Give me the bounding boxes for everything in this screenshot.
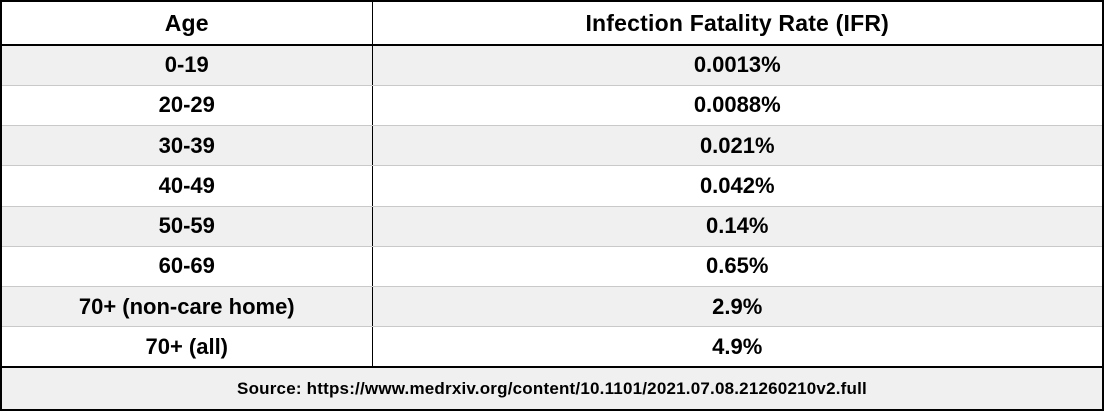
- column-header-ifr: Infection Fatality Rate (IFR): [372, 1, 1103, 46]
- age-cell: 60-69: [1, 246, 373, 288]
- table-header-row: Age Infection Fatality Rate (IFR): [1, 1, 1103, 46]
- table-footer-row: Source: https://www.medrxiv.org/content/…: [1, 366, 1103, 410]
- age-cell: 70+ (non-care home): [1, 286, 373, 328]
- ifr-cell: 4.9%: [372, 326, 1103, 367]
- age-cell: 40-49: [1, 165, 373, 207]
- ifr-cell: 0.65%: [372, 246, 1103, 288]
- age-cell: 70+ (all): [1, 326, 373, 367]
- table-row: 70+ (all) 4.9%: [1, 326, 1103, 367]
- source-note: Source: https://www.medrxiv.org/content/…: [1, 366, 1103, 410]
- table-row: 40-49 0.042%: [1, 165, 1103, 207]
- table-row: 30-39 0.021%: [1, 125, 1103, 167]
- age-cell: 20-29: [1, 85, 373, 127]
- table-row: 20-29 0.0088%: [1, 85, 1103, 127]
- table-row: 60-69 0.65%: [1, 246, 1103, 288]
- table-row: 50-59 0.14%: [1, 206, 1103, 247]
- age-cell: 30-39: [1, 125, 373, 167]
- ifr-cell: 0.042%: [372, 165, 1103, 207]
- table-row: 0-19 0.0013%: [1, 45, 1103, 86]
- ifr-cell: 0.14%: [372, 206, 1103, 247]
- table-row: 70+ (non-care home) 2.9%: [1, 286, 1103, 328]
- age-cell: 0-19: [1, 45, 373, 86]
- column-header-age: Age: [1, 1, 373, 46]
- age-cell: 50-59: [1, 206, 373, 247]
- ifr-cell: 0.0013%: [372, 45, 1103, 86]
- ifr-cell: 2.9%: [372, 286, 1103, 328]
- ifr-cell: 0.021%: [372, 125, 1103, 167]
- ifr-cell: 0.0088%: [372, 85, 1103, 127]
